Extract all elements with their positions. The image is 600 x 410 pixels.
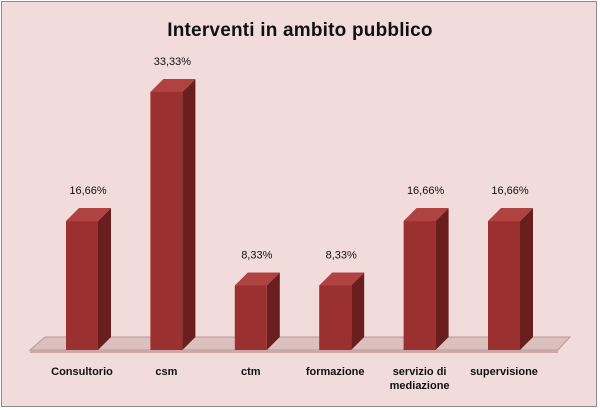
bar-top: [319, 272, 365, 286]
bar-2: [150, 79, 196, 350]
bar-side: [520, 208, 533, 350]
chart-floor-edge: [30, 350, 558, 353]
bar-side: [182, 79, 196, 350]
category-label: supervisione: [470, 366, 538, 378]
bar-front: [319, 285, 352, 350]
data-label: 16,66%: [407, 185, 445, 197]
bar-front: [488, 221, 520, 350]
category-label: formazione: [306, 366, 365, 378]
category-label: Consultorio: [51, 366, 113, 378]
bar-top: [488, 208, 533, 222]
data-label: 33,33%: [154, 56, 192, 68]
bar-front: [66, 221, 98, 350]
bar-6: [488, 208, 533, 350]
bar-top: [150, 79, 196, 92]
bar-side: [351, 272, 365, 350]
data-label: 16,66%: [491, 185, 529, 197]
data-label: 8,33%: [326, 250, 357, 262]
bar-4: [319, 272, 365, 350]
data-label: 16,66%: [69, 185, 107, 197]
chart-title: Interventi in ambito pubblico: [167, 20, 433, 41]
bar-top: [403, 208, 449, 222]
data-label: 8,33%: [241, 250, 272, 262]
category-label: csm: [155, 366, 177, 378]
bar-side: [435, 208, 449, 350]
category-label: ctm: [241, 366, 261, 378]
bar-front: [150, 92, 183, 350]
bar-side: [266, 272, 280, 350]
bar-3: [234, 272, 280, 350]
bar-top: [66, 208, 111, 222]
bar-5: [403, 208, 449, 350]
category-label: servizio di mediazione: [390, 366, 450, 392]
bar-front: [234, 285, 267, 350]
bar-1: [66, 208, 111, 350]
bar-top: [234, 272, 280, 286]
bar-front: [403, 221, 436, 350]
bar-side: [98, 208, 111, 350]
